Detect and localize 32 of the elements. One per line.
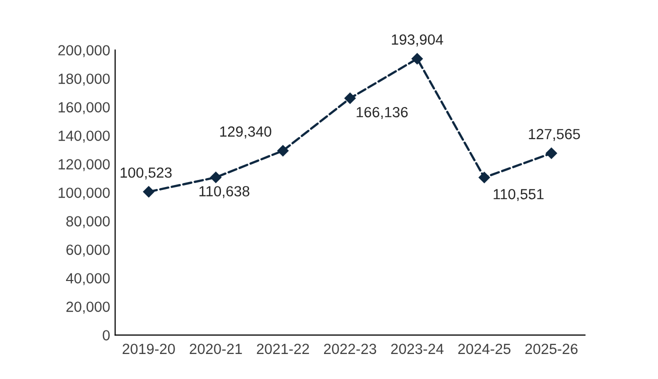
point [143, 186, 154, 198]
y-tick-label: 40,000 [66, 273, 110, 286]
data-label: 166,136 [356, 107, 408, 120]
point [277, 145, 289, 156]
point [412, 53, 423, 64]
y-tick-label: 0 [102, 330, 110, 340]
y-tick-label: 80,000 [66, 216, 110, 228]
y-tick-label: 200,000 [58, 45, 110, 58]
x-tick-label: 2019-20 [122, 344, 175, 354]
x-tick-label: 2020-21 [190, 344, 242, 354]
point [478, 172, 490, 184]
y-tick-label: 100,000 [58, 188, 110, 200]
y-tick-label: 140,000 [58, 130, 110, 143]
x-tick-label: 2021-22 [256, 344, 309, 354]
data-label: 127,565 [528, 128, 580, 141]
point [210, 172, 222, 183]
y-tick-label: 20,000 [66, 302, 110, 314]
data-label: 129,340 [220, 126, 272, 138]
data-label: 110,638 [199, 186, 250, 198]
data-label: 110,551 [494, 188, 544, 202]
x-tick-label: 2024-25 [458, 344, 510, 354]
data-label: 193,904 [392, 34, 444, 46]
x-tick-label: 2025-26 [525, 344, 578, 354]
y-tick-label: 60,000 [66, 244, 110, 257]
y-tick-label: 180,000 [58, 74, 110, 86]
x-tick-label: 2022-23 [324, 344, 376, 354]
point [546, 148, 558, 159]
data-label: 100,523 [120, 167, 172, 180]
x-tick-label: 2023-24 [391, 344, 444, 354]
point [344, 92, 356, 104]
y-tick-label: 120,000 [58, 159, 110, 172]
y-tick-label: 160,000 [58, 102, 110, 114]
